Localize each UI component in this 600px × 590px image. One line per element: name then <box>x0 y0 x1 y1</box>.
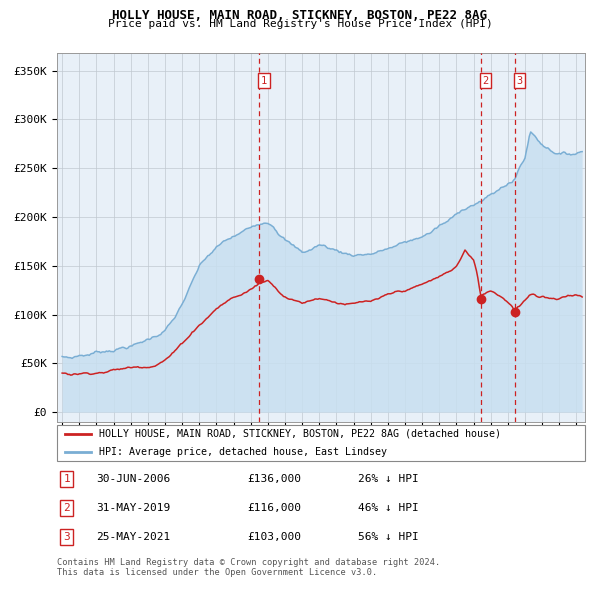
Text: £116,000: £116,000 <box>247 503 301 513</box>
Text: 30-JUN-2006: 30-JUN-2006 <box>97 474 171 484</box>
Text: 31-MAY-2019: 31-MAY-2019 <box>97 503 171 513</box>
Text: HPI: Average price, detached house, East Lindsey: HPI: Average price, detached house, East… <box>99 447 387 457</box>
Text: £103,000: £103,000 <box>247 532 301 542</box>
Text: 3: 3 <box>64 532 70 542</box>
Text: 25-MAY-2021: 25-MAY-2021 <box>97 532 171 542</box>
Text: 46% ↓ HPI: 46% ↓ HPI <box>358 503 419 513</box>
Text: £136,000: £136,000 <box>247 474 301 484</box>
Text: 56% ↓ HPI: 56% ↓ HPI <box>358 532 419 542</box>
Text: 2: 2 <box>64 503 70 513</box>
Text: 26% ↓ HPI: 26% ↓ HPI <box>358 474 419 484</box>
Text: HOLLY HOUSE, MAIN ROAD, STICKNEY, BOSTON, PE22 8AG (detached house): HOLLY HOUSE, MAIN ROAD, STICKNEY, BOSTON… <box>99 429 501 439</box>
Text: Contains HM Land Registry data © Crown copyright and database right 2024.: Contains HM Land Registry data © Crown c… <box>57 558 440 566</box>
Text: Price paid vs. HM Land Registry's House Price Index (HPI): Price paid vs. HM Land Registry's House … <box>107 19 493 29</box>
Text: 1: 1 <box>261 76 267 86</box>
Text: 1: 1 <box>64 474 70 484</box>
FancyBboxPatch shape <box>57 425 585 461</box>
Text: This data is licensed under the Open Government Licence v3.0.: This data is licensed under the Open Gov… <box>57 568 377 576</box>
Text: 2: 2 <box>482 76 489 86</box>
Text: HOLLY HOUSE, MAIN ROAD, STICKNEY, BOSTON, PE22 8AG: HOLLY HOUSE, MAIN ROAD, STICKNEY, BOSTON… <box>113 9 487 22</box>
Text: 3: 3 <box>516 76 523 86</box>
